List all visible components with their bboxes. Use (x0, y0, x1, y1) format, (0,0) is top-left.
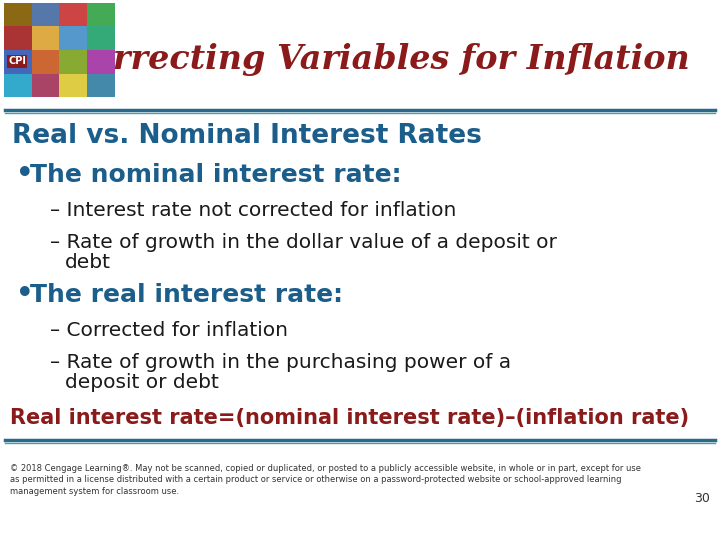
Bar (4, 50, 32, 73)
Bar (4, 3, 32, 26)
Text: Real interest rate=(nominal interest rate)–(inflation rate): Real interest rate=(nominal interest rat… (10, 408, 689, 428)
Bar (4, 73, 32, 97)
Bar (87, 26, 115, 50)
Text: •: • (15, 279, 35, 312)
Text: © 2018 Cengage Learning®. May not be scanned, copied or duplicated, or posted to: © 2018 Cengage Learning®. May not be sca… (10, 464, 641, 496)
Bar (87, 50, 115, 73)
Bar (32, 26, 60, 50)
Text: The nominal interest rate:: The nominal interest rate: (30, 163, 402, 187)
Bar (60, 3, 87, 26)
Bar (32, 50, 60, 73)
Text: – Corrected for inflation: – Corrected for inflation (50, 321, 288, 340)
Bar (32, 3, 60, 26)
Text: – Rate of growth in the dollar value of a deposit or: – Rate of growth in the dollar value of … (50, 233, 557, 253)
Bar (4, 26, 32, 50)
Text: Correcting Variables for Inflation: Correcting Variables for Inflation (64, 44, 690, 77)
Text: •: • (15, 159, 35, 192)
Text: The real interest rate:: The real interest rate: (30, 283, 343, 307)
Bar (60, 73, 87, 97)
Bar (32, 73, 60, 97)
Text: CPI: CPI (8, 56, 26, 66)
Text: Real vs. Nominal Interest Rates: Real vs. Nominal Interest Rates (12, 123, 482, 149)
Text: debt: debt (65, 253, 111, 273)
Bar (60, 50, 87, 73)
Bar (87, 3, 115, 26)
Bar (87, 73, 115, 97)
Text: – Rate of growth in the purchasing power of a: – Rate of growth in the purchasing power… (50, 353, 511, 372)
Text: 30: 30 (694, 491, 710, 504)
Text: deposit or debt: deposit or debt (65, 373, 219, 392)
Bar (60, 26, 87, 50)
Text: – Interest rate not corrected for inflation: – Interest rate not corrected for inflat… (50, 200, 456, 219)
